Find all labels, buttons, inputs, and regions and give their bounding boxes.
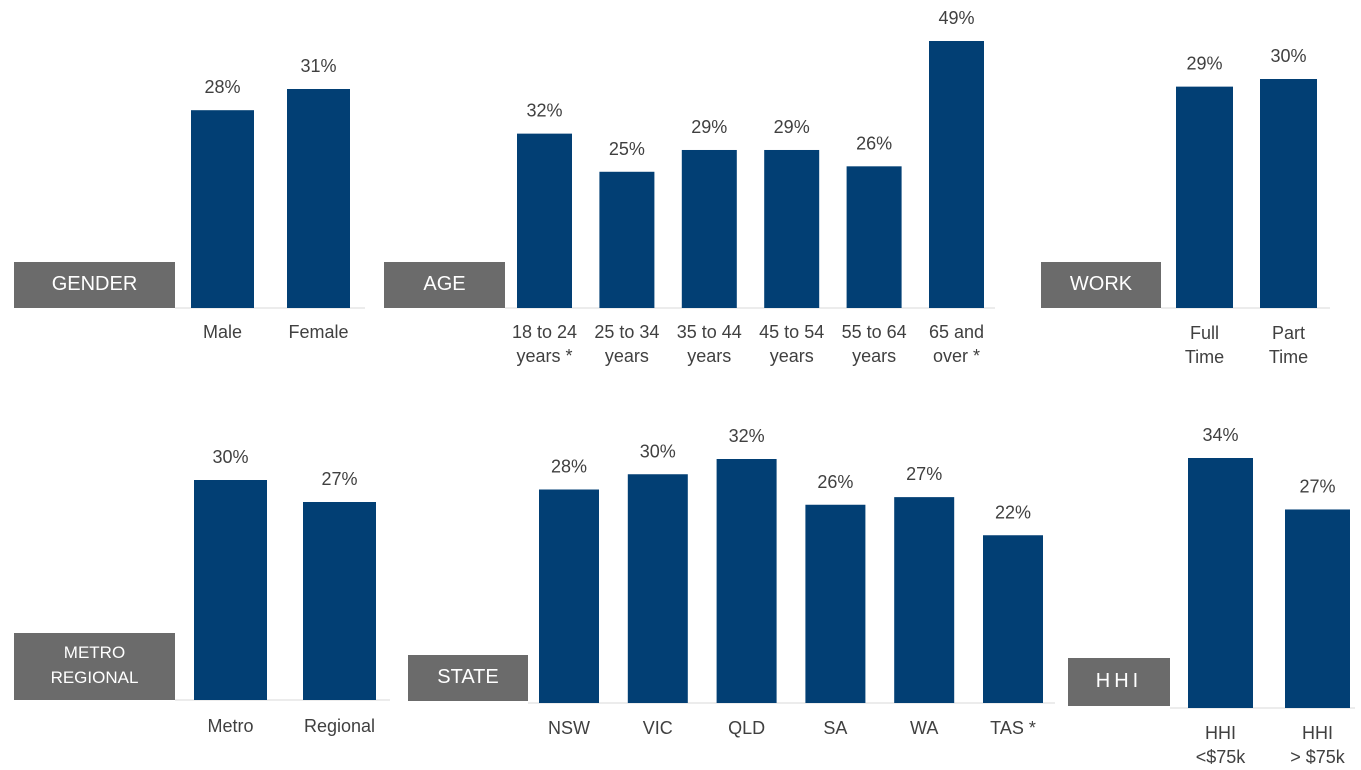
section-label-box (408, 655, 528, 701)
value-label: 22% (995, 502, 1031, 522)
category-label: Male (203, 322, 242, 342)
bar (599, 171, 655, 308)
category-label: NSW (548, 718, 590, 738)
category-label: 55 to 64 years (842, 322, 907, 366)
bar (1260, 79, 1317, 308)
value-label: 27% (906, 464, 942, 484)
bar (1176, 86, 1233, 308)
bar (539, 489, 599, 703)
bar (681, 149, 737, 308)
bar (805, 504, 866, 703)
category-label: SA (823, 718, 847, 738)
section-label: HHI (1096, 670, 1142, 692)
category-label: 45 to 54 years (759, 322, 824, 366)
category-label: Metro (207, 716, 253, 736)
section-label-box (1068, 658, 1170, 706)
value-label: 30% (1270, 46, 1306, 66)
category-label: Female (288, 322, 348, 342)
bar (894, 497, 955, 703)
bar (846, 166, 902, 308)
value-label: 30% (212, 447, 248, 467)
bar (627, 474, 688, 703)
category-label: 18 to 24 years * (512, 322, 577, 366)
category-label: TAS * (990, 718, 1036, 738)
bar (716, 459, 777, 703)
category-label: WA (910, 718, 938, 738)
section-label-box (384, 262, 505, 308)
value-label: 34% (1202, 425, 1238, 445)
value-label: 29% (1186, 53, 1222, 73)
value-label: 26% (817, 472, 853, 492)
bar (929, 41, 984, 308)
bar (517, 133, 572, 308)
value-label: 31% (300, 56, 336, 76)
category-label: VIC (643, 718, 673, 738)
category-label: 35 to 44 years (677, 322, 742, 366)
value-label: 25% (609, 139, 645, 159)
value-label: 29% (691, 117, 727, 137)
section-label: GENDER (52, 273, 138, 295)
value-label: 29% (774, 117, 810, 137)
value-label: 30% (640, 441, 676, 461)
section-label: METRO REGIONAL (51, 643, 139, 687)
category-label: HHI > $75k (1290, 723, 1346, 767)
category-label: 65 and over * (929, 322, 984, 366)
value-label: 27% (1299, 476, 1335, 496)
bar (1188, 458, 1253, 708)
value-label: 27% (321, 469, 357, 489)
section-label-box (1041, 262, 1161, 308)
category-label: HHI <$75k (1196, 723, 1247, 767)
bar (191, 110, 254, 309)
bar (287, 89, 350, 308)
value-label: 28% (204, 77, 240, 97)
category-label: QLD (728, 718, 765, 738)
bar (303, 502, 376, 700)
bar (983, 535, 1043, 703)
section-label-box (14, 262, 175, 308)
category-label: Part Time (1269, 323, 1308, 367)
value-label: 32% (526, 100, 562, 120)
bar (764, 149, 820, 308)
section-label: AGE (423, 273, 465, 295)
bar (194, 480, 267, 700)
section-label: STATE (437, 666, 498, 688)
section-label: WORK (1070, 273, 1133, 295)
bar (1285, 509, 1350, 708)
value-label: 49% (938, 8, 974, 28)
value-label: 28% (551, 456, 587, 476)
value-label: 26% (856, 133, 892, 153)
category-label: Regional (304, 716, 375, 736)
category-label: Full Time (1185, 323, 1224, 367)
section-label-box (14, 633, 175, 700)
category-label: 25 to 34 years (594, 322, 659, 366)
value-label: 32% (729, 426, 765, 446)
